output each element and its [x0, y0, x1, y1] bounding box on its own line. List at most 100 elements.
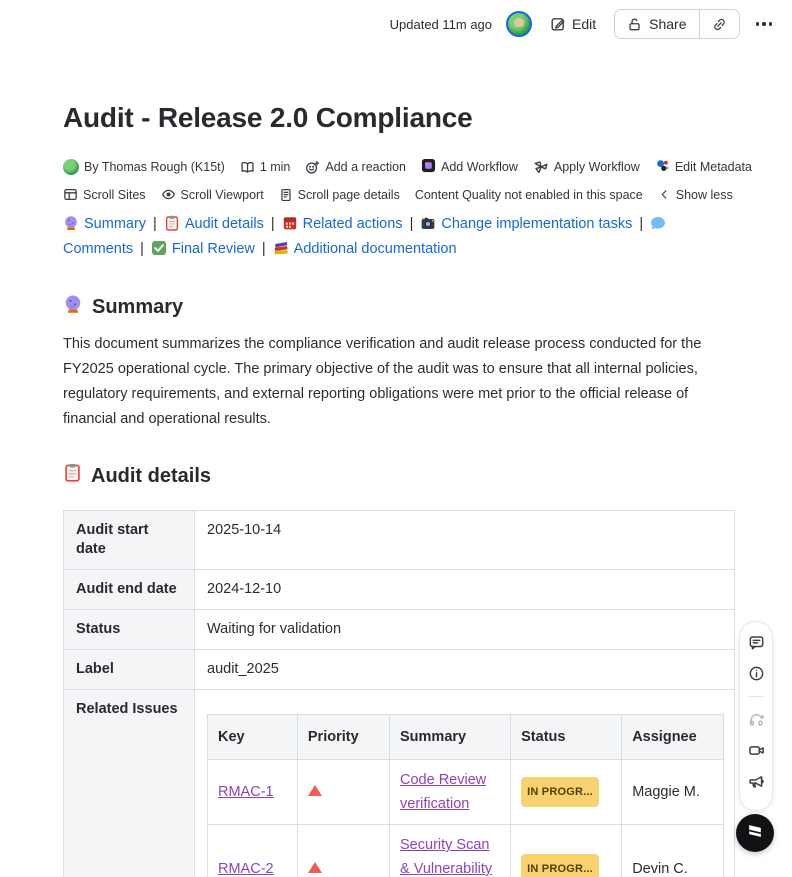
share-button-label: Share: [649, 16, 687, 32]
more-menu-button[interactable]: [750, 16, 779, 32]
status-badge: IN PROGR...: [521, 854, 599, 877]
row-label: Related Issues: [63, 689, 195, 877]
read-time: 1 min: [240, 160, 291, 175]
status-badge: IN PROGR...: [521, 777, 599, 807]
pinwheel-icon: [533, 159, 549, 175]
show-less-button[interactable]: Show less: [658, 188, 733, 202]
separator: |: [140, 241, 144, 257]
related-issues-table: Key Priority Summary Status Assignee RMA…: [207, 714, 724, 877]
apply-workflow-button[interactable]: Apply Workflow: [533, 159, 640, 175]
crystal-ball-icon: [63, 294, 83, 321]
chevron-left-icon: [658, 188, 671, 201]
summary-paragraph: This document summarizes the compliance …: [63, 336, 702, 427]
table-row: Label audit_2025: [63, 649, 735, 690]
scroll-sites-button[interactable]: Scroll Sites: [63, 187, 146, 202]
camera-icon: [420, 215, 436, 238]
lock-icon: [627, 17, 642, 32]
issue-row: RMAC-1 Code Review verification IN PROGR…: [207, 759, 724, 825]
quick-link-audit-details[interactable]: Audit details: [184, 216, 264, 232]
separator: |: [261, 241, 266, 257]
content-quality-label: Content Quality not enabled in this spac…: [414, 187, 643, 202]
scroll-sites-label: Scroll Sites: [83, 187, 146, 202]
button-divider: [698, 10, 700, 38]
table-row: Audit end date 2024-12-10: [63, 569, 735, 610]
assignee: Maggie M.: [621, 759, 724, 825]
summary-heading-text: Summary: [92, 296, 184, 318]
content-quality-note: Content Quality not enabled in this spac…: [415, 188, 643, 202]
assignee: Devin C.: [621, 824, 724, 877]
quick-link-change-tasks[interactable]: Change implementation tasks: [441, 216, 633, 232]
check-mark-icon: [151, 240, 167, 263]
meta-row: Scroll Sites Scroll Viewport Scroll page…: [63, 187, 739, 202]
row-value: 2025-10-14: [194, 510, 735, 570]
author-name: By Thomas Rough (K15t): [84, 160, 225, 174]
quick-link-comments[interactable]: Comments: [63, 241, 134, 257]
scroll-viewport-button[interactable]: Scroll Viewport: [161, 187, 264, 202]
row-value: Waiting for validation: [194, 609, 735, 650]
priority-high-icon: [307, 785, 322, 796]
add-reaction-button[interactable]: Add a reaction: [305, 160, 406, 175]
grid-window-icon: [63, 187, 78, 202]
row-label: Audit end date: [63, 569, 195, 610]
column-header-summary: Summary: [389, 714, 512, 760]
related-issues-cell: Key Priority Summary Status Assignee RMA…: [194, 689, 735, 877]
quick-link-related-actions[interactable]: Related actions: [302, 216, 403, 232]
issue-key-link[interactable]: RMAC-2: [218, 861, 274, 877]
issue-summary-link[interactable]: Code Review verification: [400, 772, 487, 812]
edit-button[interactable]: Edit: [542, 11, 604, 37]
column-header-key: Key: [207, 714, 298, 760]
support-headphones-icon[interactable]: [748, 711, 765, 728]
share-button[interactable]: Share: [615, 10, 699, 38]
book-icon: [240, 160, 255, 175]
table-row: Audit start date 2025-10-14: [63, 510, 735, 570]
column-header-assignee: Assignee: [621, 714, 724, 760]
page-icon: [279, 188, 293, 202]
topbar: Updated 11m ago Edit Share: [390, 8, 778, 40]
speech-bubble-icon: [650, 215, 666, 238]
issue-key-link[interactable]: RMAC-1: [218, 784, 274, 800]
read-time-label: 1 min: [259, 160, 291, 174]
add-workflow-icon: [421, 158, 436, 176]
audit-details-table: Audit start date 2025-10-14 Audit end da…: [63, 510, 735, 877]
quick-link-additional-documentation[interactable]: Additional documentation: [293, 241, 457, 257]
info-button[interactable]: [748, 665, 765, 682]
scroll-page-details-button[interactable]: Scroll page details: [279, 188, 400, 202]
clipboard-icon: [164, 215, 180, 238]
separator: |: [639, 216, 644, 232]
priority-high-icon: [307, 862, 322, 873]
table-row-related-issues: Related Issues Key Priority Summary Stat…: [63, 689, 735, 877]
issue-summary-link[interactable]: Security Scan & Vulnerability Check: [400, 837, 493, 877]
audit-details-heading: Audit details: [63, 463, 739, 489]
avatar[interactable]: [506, 11, 533, 37]
comments-panel-button[interactable]: [748, 634, 765, 651]
clipboard-icon: [63, 463, 82, 489]
issues-header-row: Key Priority Summary Status Assignee: [207, 714, 724, 760]
summary-heading: Summary: [63, 294, 739, 321]
add-workflow-label: Add Workflow: [441, 160, 518, 174]
link-icon: [712, 17, 727, 32]
crystal-ball-icon: [63, 215, 79, 238]
edit-metadata-button[interactable]: Edit Metadata: [655, 158, 752, 176]
quick-link-summary[interactable]: Summary: [84, 216, 147, 232]
k15t-logo-icon: [745, 821, 765, 846]
show-less-label: Show less: [675, 187, 733, 202]
calendar-icon: [282, 215, 298, 238]
smiley-plus-icon: [305, 160, 320, 175]
megaphone-button[interactable]: [748, 773, 765, 790]
side-toolbar: [739, 621, 773, 811]
quick-link-final-review[interactable]: Final Review: [171, 241, 255, 257]
issue-row: RMAC-2 Security Scan & Vulnerability Che…: [207, 824, 724, 877]
video-button[interactable]: [748, 742, 765, 759]
author-avatar: [63, 159, 79, 175]
separator: |: [153, 216, 157, 232]
k15t-logo-button[interactable]: [736, 814, 774, 852]
books-icon: [273, 240, 289, 263]
scroll-viewport-label: Scroll Viewport: [180, 187, 264, 202]
eye-icon: [161, 187, 176, 202]
add-workflow-button[interactable]: Add Workflow: [421, 158, 518, 176]
byline-row: By Thomas Rough (K15t) 1 min Add a react…: [63, 158, 752, 176]
copy-link-button[interactable]: [699, 10, 739, 38]
author-chip[interactable]: By Thomas Rough (K15t): [63, 159, 225, 175]
scroll-page-details-label: Scroll page details: [297, 187, 400, 202]
edit-metadata-label: Edit Metadata: [674, 160, 752, 174]
